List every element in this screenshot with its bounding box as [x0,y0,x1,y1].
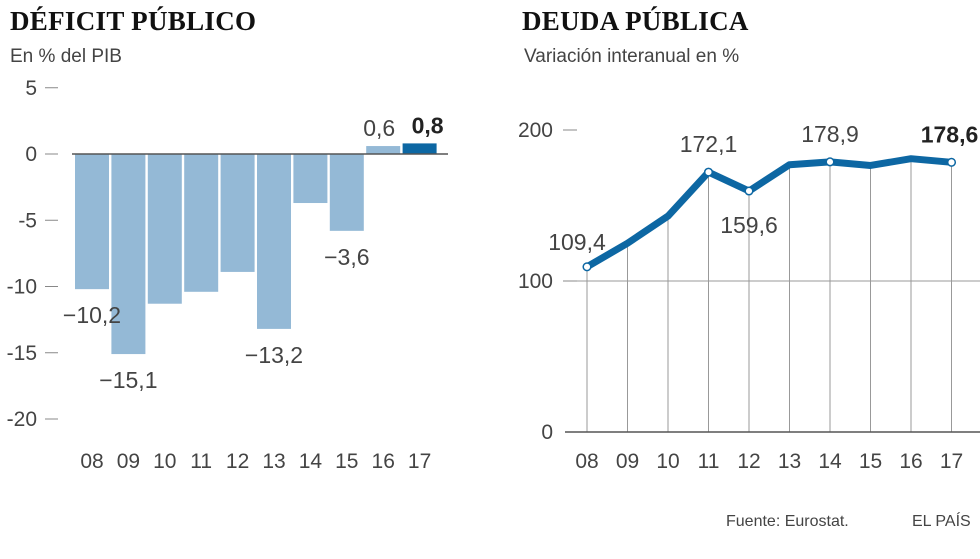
debt-ytick-label: 100 [518,270,553,293]
debt-data-label: 109,4 [548,229,606,255]
deficit-chart-title: DÉFICIT PÚBLICO [10,6,257,36]
debt-data-label: 178,9 [801,121,859,147]
debt-xtick-label: 17 [940,450,963,473]
deficit-bar-12 [220,154,255,272]
deficit-bar-13 [257,154,291,329]
deficit-xtick-label: 17 [408,450,431,473]
debt-data-label: 172,1 [680,131,738,157]
debt-data-label: 178,6 [921,121,979,147]
debt-xtick-label: 11 [698,450,720,473]
debt-xtick-label: 10 [656,450,679,473]
deficit-bar-17 [402,143,437,154]
debt-chart-subtitle: Variación interanual en % [524,46,740,67]
deficit-xtick-label: 08 [80,450,103,473]
debt-point-17 [946,157,957,167]
deficit-bar-14 [293,154,328,204]
deficit-ytick-label: -10 [7,276,37,299]
debt-point-08 [582,262,592,272]
deficit-xtick-label: 09 [117,450,140,473]
debt-xtick-label: 12 [737,450,760,473]
deficit-bar-15 [329,154,364,231]
deficit-xtick-label: 10 [153,450,176,473]
deficit-bar-08 [75,154,109,290]
debt-chart-title: DEUDA PÚBLICA [522,6,749,36]
debt-point-14 [825,157,835,167]
deficit-data-label: −13,2 [245,342,303,368]
deficit-data-label: −10,2 [63,302,121,328]
debt-series-line [583,155,955,271]
deficit-data-label: −3,6 [324,244,369,270]
deficit-xtick-label: 14 [299,450,323,473]
debt-point-12 [744,186,754,196]
deficit-bar-11 [184,154,219,292]
deficit-xtick-label: 13 [262,450,285,473]
debt-xtick-label: 09 [616,450,639,473]
deficit-ytick-label: -15 [7,342,37,365]
brand-logo-text: EL PAÍS [912,513,971,530]
deficit-bar-09 [111,154,146,355]
deficit-ytick-label: 5 [25,77,37,100]
debt-xtick-label: 13 [778,450,801,473]
debt-point-11 [703,167,714,177]
deficit-ytick-label: -20 [7,408,37,431]
debt-data-label: 159,6 [720,212,778,238]
deficit-bar-16 [366,146,401,154]
deficit-xtick-label: 16 [372,450,395,473]
deficit-ytick-label: 0 [25,143,37,166]
deficit-data-label: 0,8 [412,112,444,138]
deficit-data-label: 0,6 [363,115,395,141]
deficit-data-label: −15,1 [99,367,157,393]
debt-xtick-label: 16 [899,450,922,473]
deficit-chart-subtitle: En % del PIB [10,46,122,67]
debt-xtick-label: 15 [859,450,882,473]
deficit-bar-10 [147,154,182,304]
deficit-ytick-label: -5 [18,209,37,232]
deficit-xtick-label: 15 [335,450,358,473]
deficit-xtick-label: 11 [190,450,212,473]
debt-ytick-label: 0 [541,421,553,444]
debt-xtick-label: 14 [818,450,842,473]
source-note: Fuente: Eurostat. [726,513,849,530]
debt-ytick-label: 200 [518,119,553,142]
deficit-xtick-label: 12 [226,450,249,473]
debt-xtick-label: 08 [575,450,598,473]
